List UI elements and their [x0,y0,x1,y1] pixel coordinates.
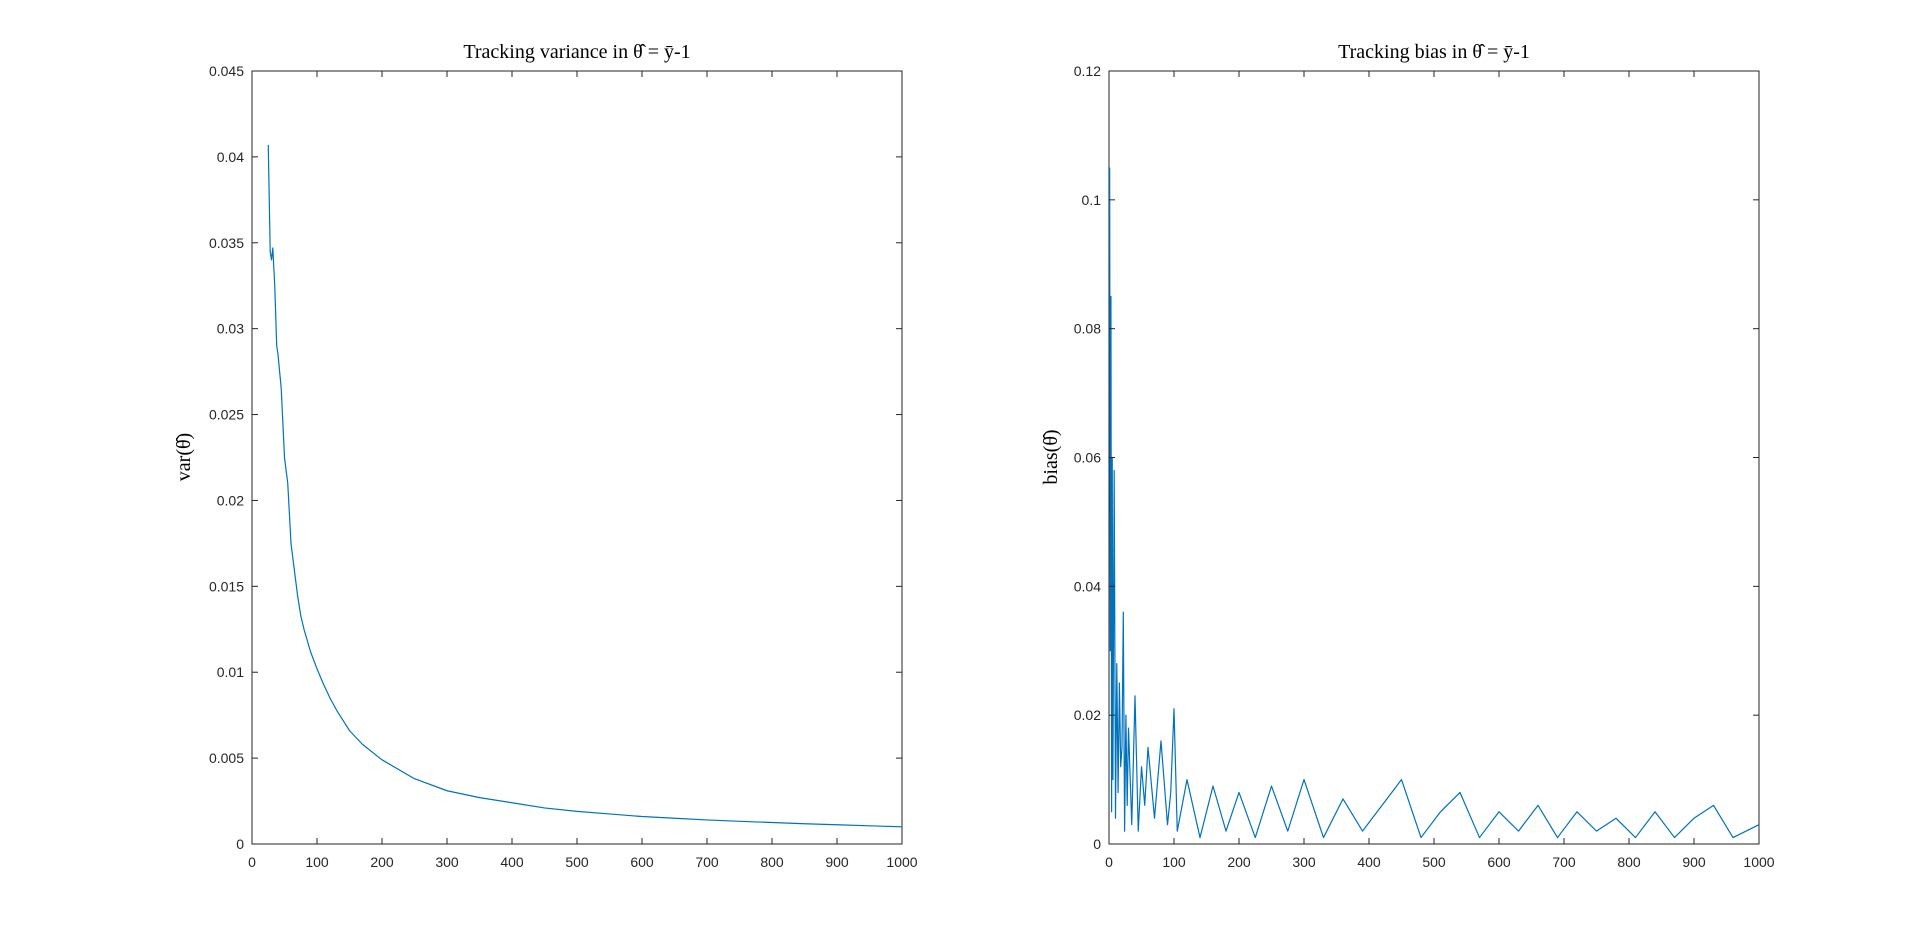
variance-ytick-label: 0.04 [217,149,244,165]
bias-series-group [1109,167,1760,839]
bias-xtick-label: 600 [1487,854,1511,870]
variance-ytick-label: 0.035 [209,235,244,251]
bias-xtick-label: 700 [1552,854,1576,870]
bias-ytick-label: 0.12 [1074,63,1101,79]
bias-xtick-label: 400 [1357,854,1381,870]
bias-xtick-label: 500 [1422,854,1446,870]
bias-axes: 0 100 200 300 400 500 600 700 800 900 1000 0 0.02 0.… [1040,41,1775,870]
bias-xticks: 0 100 200 300 400 500 600 700 800 900 1000 [1105,71,1775,870]
variance-ytick-label: 0 [236,836,244,852]
bias-ytick-label: 0.08 [1074,321,1101,337]
variance-xtick-label: 1000 [886,854,917,870]
bias-chart-title: Tracking bias in θ̂ = ȳ-1 [1338,41,1530,63]
variance-ytick-label: 0.01 [217,664,244,680]
variance-ytick-label: 0.03 [217,321,244,337]
variance-axes: 0 100 200 300 400 500 600 700 800 900 1000 00.0050… [173,41,918,870]
bias-xtick-label: 200 [1227,854,1251,870]
bias-y-axis-label: bias(θ̂) [1040,429,1062,484]
bias-yticks: 0 0.02 0.04 0.06 0.08 0.1 0.12 [1074,63,1759,852]
bias-xtick-label: 300 [1292,854,1316,870]
variance-xtick-label: 300 [435,854,459,870]
variance-series-line [267,144,903,828]
variance-chart-title: Tracking variance in θ̂ = ȳ-1 [463,41,690,63]
variance-series-group [267,144,903,828]
variance-xtick-label: 600 [630,854,654,870]
variance-ytick-label: 0.02 [217,492,244,508]
bias-xtick-label: 0 [1105,854,1113,870]
variance-yticks: 0 0.005 0.01 0.015 0.02 0.025 0.03 0.035 0.04 0.0… [209,63,902,852]
variance-xtick-label: 700 [695,854,719,870]
bias-series-line [1109,167,1760,839]
bias-xtick-label: 100 [1162,854,1186,870]
bias-xtick-label: 900 [1682,854,1706,870]
bias-ytick-label: 0.04 [1074,578,1101,594]
variance-plot-frame [251,70,903,845]
variance-y-axis-label: var(θ̂) [173,433,195,481]
bias-ytick-label: 0 [1093,836,1101,852]
bias-plot-frame [1108,70,1760,845]
variance-xtick-label: 800 [760,854,784,870]
variance-xtick-label: 200 [370,854,394,870]
variance-xtick-label: 500 [565,854,589,870]
bias-ytick-label: 0.06 [1074,450,1101,466]
variance-ytick-label: 0.025 [209,407,244,423]
bias-ytick-label: 0.02 [1074,707,1101,723]
variance-ytick-label: 0.005 [209,750,244,766]
variance-ytick-label: 0.015 [209,578,244,594]
variance-xtick-label: 400 [500,854,524,870]
bias-xtick-label: 1000 [1743,854,1774,870]
variance-xtick-label: 0 [248,854,256,870]
variance-xticks: 0 100 200 300 400 500 600 700 800 900 1000 [248,71,918,870]
variance-xtick-label: 900 [825,854,849,870]
variance-xtick-label: 100 [305,854,329,870]
bias-xtick-label: 800 [1617,854,1641,870]
variance-ytick-label: 0.045 [209,63,244,79]
bias-ytick-label: 0.1 [1082,192,1102,208]
